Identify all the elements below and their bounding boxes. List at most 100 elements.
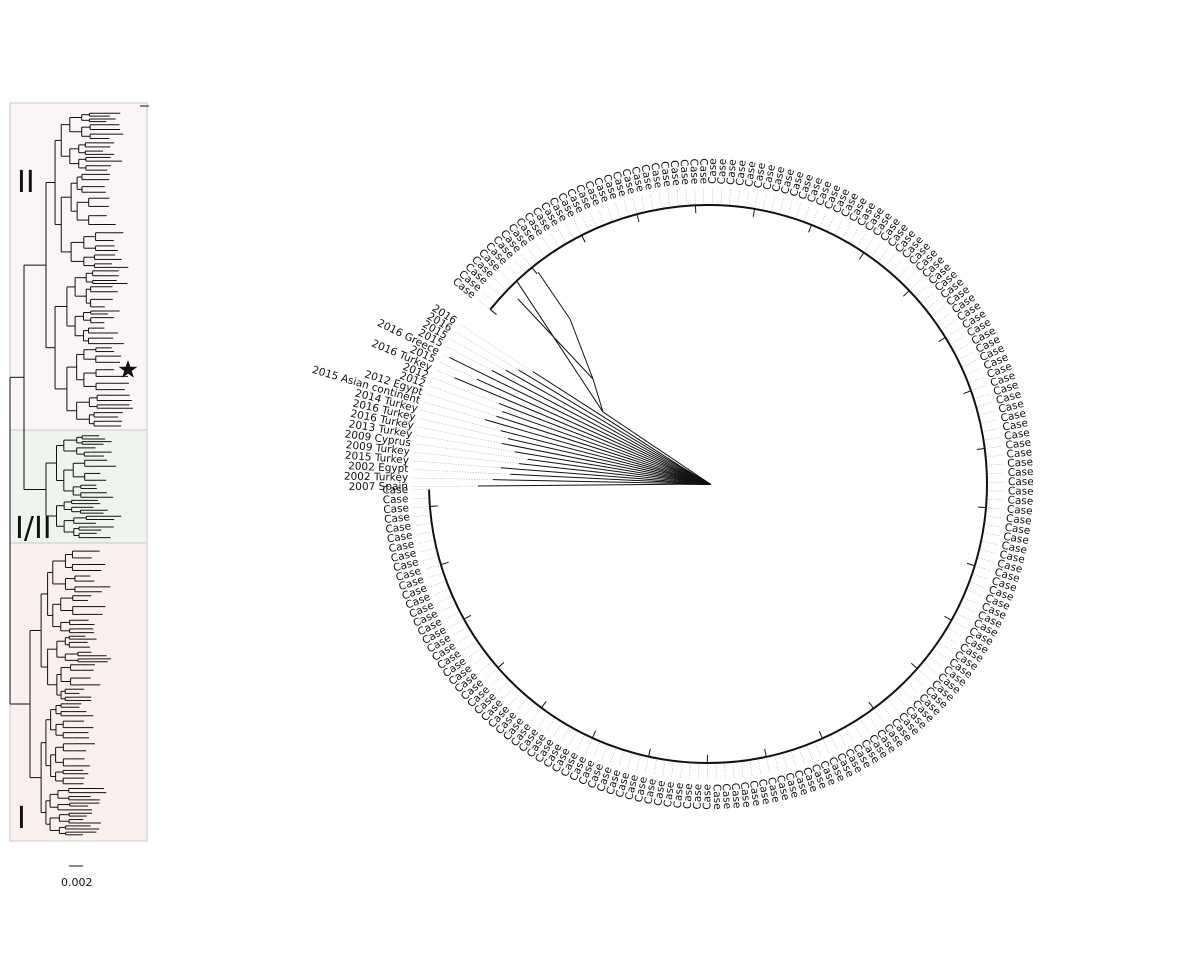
tip-guide-line <box>943 321 956 329</box>
tip-guide-line <box>437 597 451 603</box>
tip-guide-line <box>550 233 558 246</box>
tip-guide-line <box>558 229 566 242</box>
tip-guide-line <box>935 650 947 659</box>
subclade-tick <box>637 214 639 222</box>
tip-guide-line <box>988 455 1003 456</box>
tip-guide-line <box>982 420 997 423</box>
tip-guide-line <box>441 605 455 611</box>
tip-guide-line <box>659 192 661 207</box>
tip-guide-line <box>970 377 984 382</box>
tip-guide-line <box>531 709 540 721</box>
tip-guide-line <box>416 532 431 535</box>
tip-guide-line <box>973 385 987 390</box>
subclade-tick <box>859 253 863 260</box>
tip-guide-line <box>418 540 433 543</box>
tip-guide-line <box>598 209 604 223</box>
subclade-tick <box>809 225 812 232</box>
tip-guide-line <box>497 681 508 692</box>
tip-guide-line <box>413 507 428 508</box>
tip-guide-line <box>602 746 607 760</box>
tip-guide-line <box>952 336 965 343</box>
tip-guide-line <box>960 352 973 359</box>
subclade-tick <box>939 337 946 341</box>
tip-guide-line <box>823 740 829 754</box>
tip-guide-line <box>429 386 503 412</box>
subclade-tick <box>765 749 767 757</box>
tip-guide-line <box>415 444 528 459</box>
subclade-tick <box>532 268 537 274</box>
tip-guide-line <box>495 279 506 289</box>
tip-guide-line <box>427 573 441 578</box>
tip-guide-line <box>953 621 966 628</box>
reference-branch <box>454 378 660 464</box>
tip-guide-line <box>775 757 779 772</box>
tip-guide-line <box>980 411 995 415</box>
tip-guide-line <box>619 752 624 766</box>
tip-guide-line <box>944 636 957 644</box>
tip-guide-line <box>449 620 462 627</box>
tip-guide-line <box>984 429 999 432</box>
tip-guide-line <box>911 279 922 289</box>
tip-guide-line <box>412 486 478 487</box>
tip-guide-line <box>724 765 725 780</box>
tip-guide-line <box>968 590 982 596</box>
tip-guide-line <box>458 635 471 643</box>
tip-guide-line <box>677 190 679 205</box>
tip-guide-line <box>432 378 499 404</box>
subclade-tick <box>498 662 504 667</box>
tip-guide-line <box>610 749 615 763</box>
tip-guide-line <box>956 344 969 351</box>
tip-guide-line <box>412 478 493 480</box>
tip-guide-line <box>546 719 554 732</box>
tip-guide-line <box>895 694 905 705</box>
tip-guide-line <box>858 234 866 247</box>
tip-guide-line <box>846 729 853 742</box>
tip-guide-line <box>987 516 1002 518</box>
case-clade-trunk <box>593 379 603 412</box>
tip-guide-line <box>861 720 869 733</box>
tip-guide-line <box>963 360 977 366</box>
tip-guide-line <box>930 657 942 666</box>
tip-guide-line <box>424 402 485 420</box>
tip-guide-line <box>808 747 813 761</box>
tip-guide-line <box>508 266 518 277</box>
inset-tree: II I/II I 0.002 <box>10 103 149 889</box>
tip-guide-line <box>940 643 952 651</box>
subclade-tick <box>869 702 874 708</box>
subclade-tick <box>541 701 546 707</box>
tip-guide-line <box>888 700 898 712</box>
tip-guide-line <box>615 203 620 217</box>
subclade-tick <box>967 563 975 565</box>
subclade-tick <box>963 391 971 394</box>
tip-guide-line <box>412 469 510 474</box>
tip-guide-line <box>435 370 454 378</box>
tip-guide-line <box>907 682 918 693</box>
tip-guide-line <box>985 437 1000 439</box>
tip-guide-line <box>574 220 581 233</box>
tip-guide-line <box>976 394 990 399</box>
tip-guide-line <box>924 663 936 673</box>
subclade-tick <box>753 209 754 217</box>
tip-guide-line <box>695 188 696 203</box>
tip-guide-line <box>729 189 730 204</box>
tip-guide-line <box>868 715 877 727</box>
tip-guide-line <box>836 220 843 233</box>
tip-guide-line <box>536 243 545 255</box>
tip-guide-line <box>582 216 588 230</box>
tip-guide-line <box>989 499 1004 500</box>
tip-guide-line <box>442 354 449 358</box>
tip-guide-line <box>420 549 435 552</box>
tip-guide-line <box>524 704 533 716</box>
reference-branch <box>478 484 676 486</box>
tip-guide-line <box>454 628 467 636</box>
reference-branch <box>477 379 679 471</box>
tip-guide-line <box>561 728 568 741</box>
tip-guide-line <box>477 299 489 308</box>
tip-guide-line <box>741 763 743 778</box>
tip-guide-line <box>977 566 991 570</box>
tip-guide-line <box>758 760 761 775</box>
tip-guide-line <box>445 613 458 620</box>
tip-guide-line <box>510 693 520 704</box>
tip-guide-line <box>879 249 888 261</box>
